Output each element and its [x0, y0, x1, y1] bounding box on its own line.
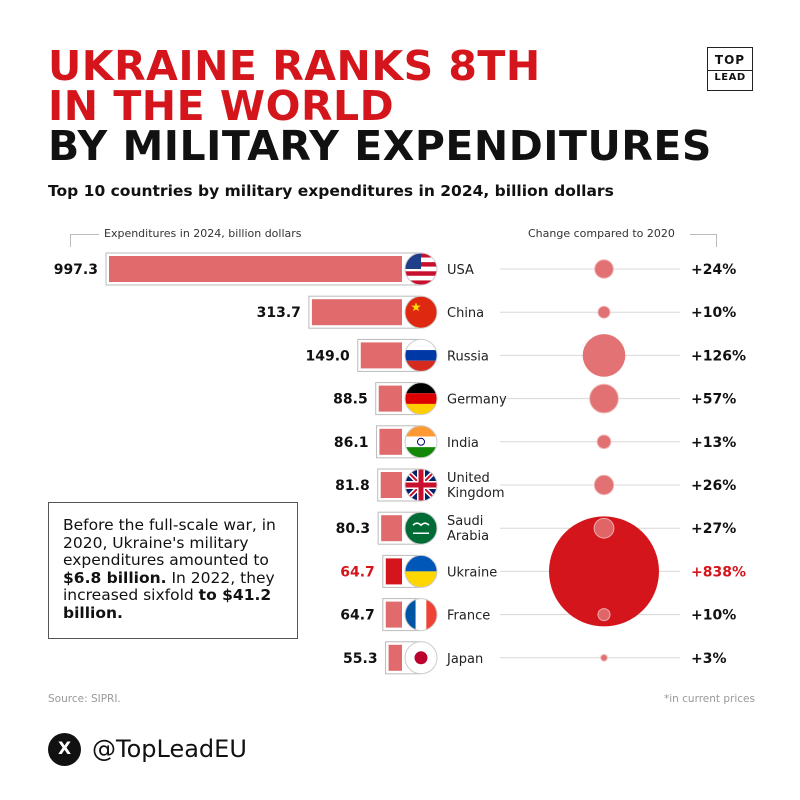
ukraine-flag-icon [404, 554, 438, 588]
change-label-india: +13% [691, 435, 736, 451]
uk-flag-icon [404, 468, 438, 502]
value-label-japan: 55.3 [343, 651, 378, 667]
prices-footnote: *in current prices [664, 693, 755, 705]
value-label-ukraine: 64.7 [340, 564, 375, 580]
japan-flag-icon [404, 641, 438, 675]
germany-flag-icon [404, 382, 438, 416]
social-handle-text[interactable]: @TopLeadEU [92, 735, 247, 763]
country-label-germany: Germany [447, 393, 507, 408]
china-flag-icon [404, 295, 438, 329]
country-label-china: China [447, 306, 484, 321]
callout-text-2: In 2022, they increased sixfold [63, 568, 275, 604]
change-bubble-france [597, 608, 611, 622]
x-icon[interactable]: X [48, 733, 81, 766]
bar-usa [109, 256, 402, 282]
country-label-united-kingdom: Kingdom [447, 486, 505, 501]
change-label-germany: +57% [691, 392, 736, 408]
value-label-france: 64.7 [340, 608, 375, 624]
chart-canvas: 997.3 USA +24% 313.7 China +10% 149.0 Russia +12… [54, 252, 746, 675]
logo-top-text: TOP [714, 53, 746, 67]
country-label-saudi-arabia: Arabia [447, 529, 489, 544]
title-line-1: UKRAINE RANKS 8TH [48, 42, 541, 90]
bar-france [385, 601, 402, 628]
bar-ukraine [385, 558, 402, 585]
change-label-japan: +3% [691, 651, 727, 667]
value-label-china: 313.7 [257, 305, 301, 321]
usa-flag-icon [404, 252, 438, 286]
india-flag-icon [404, 425, 438, 459]
change-label-saudi-arabia: +27% [691, 521, 736, 537]
right-header-bracket [690, 234, 717, 247]
toplead-logo: TOP LEAD [707, 47, 753, 91]
value-label-germany: 88.5 [333, 392, 368, 408]
value-label-usa: 997.3 [54, 262, 98, 278]
country-label-saudi-arabia: Saudi [447, 514, 483, 529]
change-label-france: +10% [691, 608, 736, 624]
saudi-flag-icon [404, 511, 438, 545]
title-line-2: IN THE WORLD [48, 82, 395, 130]
bar-china [311, 299, 402, 326]
callout-text-1: Before the full-scale war, in 2020, Ukra… [63, 516, 276, 569]
change-label-china: +10% [691, 305, 736, 321]
bar-germany [378, 385, 402, 412]
value-label-russia: 149.0 [305, 348, 350, 364]
change-bubble-japan [600, 654, 608, 662]
change-header: Change compared to 2020 [528, 227, 675, 240]
ukraine-callout-box: Before the full-scale war, in 2020, Ukra… [48, 502, 298, 639]
country-label-japan: Japan [446, 652, 483, 667]
change-bubble-usa [594, 259, 614, 279]
france-flag-icon [404, 598, 438, 632]
country-label-usa: USA [447, 263, 474, 278]
chart-subtitle: Top 10 countries by military expenditure… [48, 182, 614, 200]
bar-russia [360, 342, 402, 369]
source-note: Source: SIPRI. [48, 693, 121, 705]
value-label-united-kingdom: 81.8 [335, 478, 370, 494]
change-bubble-ukraine [549, 516, 659, 627]
russia-flag-icon [404, 338, 438, 372]
change-bubble-saudi-arabia [593, 517, 615, 539]
country-label-india: India [447, 436, 479, 451]
bar-saudi-arabia [381, 515, 402, 542]
callout-bold-2: to $41.2 billion. [63, 586, 272, 622]
logo-bottom-text: LEAD [708, 70, 752, 85]
value-label-saudi-arabia: 80.3 [336, 521, 371, 537]
change-bubble-russia [582, 334, 626, 377]
change-label-russia: +126% [691, 348, 746, 364]
change-bubble-united-kingdom [593, 474, 615, 496]
country-label-france: France [447, 609, 490, 624]
change-label-united-kingdom: +26% [691, 478, 736, 494]
country-label-ukraine: Ukraine [447, 565, 497, 580]
change-label-ukraine: +838% [691, 564, 746, 580]
bar-japan [388, 644, 402, 671]
change-label-usa: +24% [691, 262, 736, 278]
value-label-india: 86.1 [334, 435, 369, 451]
country-label-russia: Russia [447, 349, 489, 364]
country-label-united-kingdom: United [447, 471, 490, 486]
change-bubble-china [597, 305, 611, 319]
bar-india [379, 428, 402, 455]
callout-bold-1: $6.8 billion. [63, 568, 167, 587]
left-header-bracket [70, 234, 99, 247]
bar-united-kingdom [380, 472, 402, 498]
change-bubble-germany [589, 383, 619, 414]
change-bubble-india [596, 434, 612, 450]
title-line-3: BY MILITARY EXPENDITURES [48, 122, 712, 170]
expenditures-header: Expenditures in 2024, billion dollars [104, 227, 302, 240]
